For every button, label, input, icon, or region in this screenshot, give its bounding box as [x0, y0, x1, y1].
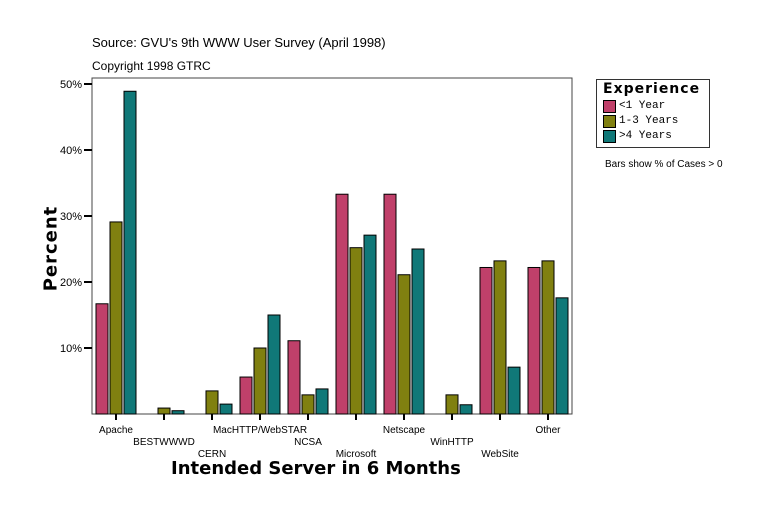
bar-Microsoft->4 Years — [363, 234, 377, 415]
x-tick-label: Netscape — [383, 425, 426, 436]
legend-label: 1-3 Years — [619, 115, 679, 127]
bar-MacHTTP/WebSTAR-<1 Year — [239, 376, 253, 415]
bar-CERN-1-3 Years — [205, 390, 219, 415]
y-tick-label: 30% — [60, 211, 82, 223]
bar-MacHTTP/WebSTAR-1-3 Years — [253, 347, 267, 415]
bar-NCSA->4 Years — [315, 388, 329, 415]
bar-NCSA-1-3 Years — [301, 394, 315, 415]
legend-item: 1-3 Years — [603, 115, 678, 128]
x-tick-label: BESTWWWD — [133, 437, 195, 448]
y-tick-label: 40% — [60, 145, 82, 157]
legend-label: <1 Year — [619, 100, 666, 112]
x-axis-label: Intended Server in 6 Months — [171, 458, 461, 479]
bar-Apache-1-3 Years — [109, 221, 123, 415]
bar-Microsoft-1-3 Years — [349, 247, 363, 415]
x-tick-label: MacHTTP/WebSTAR — [213, 425, 307, 436]
chart-title: Source: GVU's 9th WWW User Survey (April… — [92, 35, 386, 50]
bar-NCSA-<1 Year — [287, 340, 301, 415]
y-tick-label: 20% — [60, 277, 82, 289]
legend-label: >4 Years — [619, 130, 672, 142]
bar-WinHTTP-1-3 Years — [445, 394, 459, 415]
x-tick-label: WinHTTP — [430, 437, 474, 448]
y-tick-label: 10% — [60, 343, 82, 355]
bar-WebSite-<1 Year — [479, 266, 493, 415]
bar-CERN->4 Years — [219, 403, 233, 415]
bar-Other-<1 Year — [527, 266, 541, 415]
x-tick-label: WebSite — [481, 449, 519, 460]
y-tick-label: 50% — [60, 79, 82, 91]
chart-note: Bars show % of Cases > 0 — [605, 159, 723, 170]
x-tick-label: Apache — [99, 425, 133, 436]
bar-MacHTTP/WebSTAR->4 Years — [267, 314, 281, 415]
bar-Netscape->4 Years — [411, 248, 425, 415]
x-tick-label: Other — [535, 425, 561, 436]
bar-BESTWWWD-1-3 Years — [157, 407, 171, 415]
bar-Netscape-<1 Year — [383, 193, 397, 415]
legend-swatch — [603, 100, 616, 113]
bar-Apache-<1 Year — [95, 303, 109, 415]
bar-BESTWWWD->4 Years — [171, 410, 185, 415]
bar-WebSite-1-3 Years — [493, 260, 507, 415]
bar-WebSite->4 Years — [507, 366, 521, 415]
bar-WinHTTP->4 Years — [459, 404, 473, 415]
x-tick-label: NCSA — [294, 437, 322, 448]
x-tick-label: Microsoft — [336, 449, 377, 460]
bar-Microsoft-<1 Year — [335, 193, 349, 415]
legend-swatch — [603, 115, 616, 128]
bar-Netscape-1-3 Years — [397, 274, 411, 415]
legend-item: >4 Years — [603, 130, 672, 143]
chart-subtitle: Copyright 1998 GTRC — [92, 59, 211, 73]
legend-item: <1 Year — [603, 100, 665, 113]
legend-title: Experience — [603, 81, 701, 97]
bar-Other-1-3 Years — [541, 260, 555, 415]
legend: Experience <1 Year 1-3 Years >4 Years — [596, 79, 710, 148]
legend-swatch — [603, 130, 616, 143]
bar-Other->4 Years — [555, 297, 569, 415]
x-tick-label: CERN — [198, 449, 226, 460]
bar-Apache->4 Years — [123, 90, 137, 415]
